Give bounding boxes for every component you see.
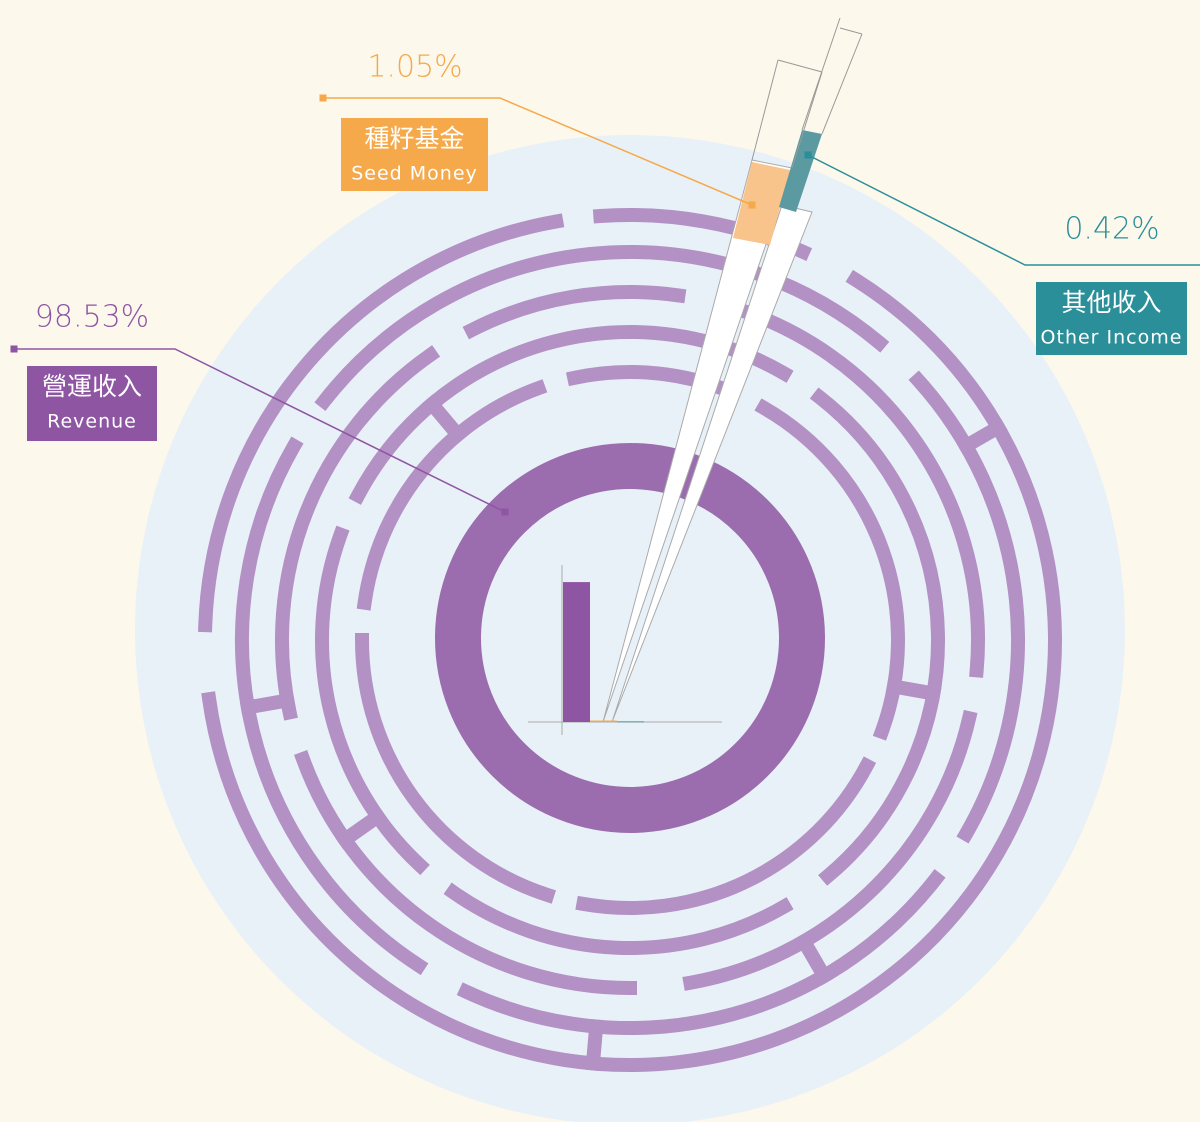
value-label: 0.42% [1064,212,1159,247]
page: 98.53% 營運收入 Revenue 1.05% 種籽基金 Seed Money 0.42… [0,0,1200,1122]
leader-dot [11,346,18,353]
bar [563,582,590,722]
leader-dot [502,509,509,516]
bar [590,721,617,722]
category-subtitle: Seed Money [351,163,478,185]
category-subtitle: Revenue [47,411,137,433]
category-label: 其他收入 [1061,288,1161,317]
category-label: 營運收入 [42,372,142,401]
leader-dot [749,202,756,209]
category-subtitle: Other Income [1041,327,1183,349]
leader-dot [320,95,327,102]
maze-wall [248,700,287,707]
maze-wall [593,1027,596,1064]
chart: 98.53% 營運收入 Revenue 1.05% 種籽基金 Seed Money 0.42… [0,0,1200,1122]
leader-dot [805,152,812,159]
maze-wall [894,687,933,694]
value-label: 98.53% [35,300,149,335]
category-label: 種籽基金 [364,124,464,153]
value-label: 1.05% [367,50,462,85]
bar [617,721,644,722]
